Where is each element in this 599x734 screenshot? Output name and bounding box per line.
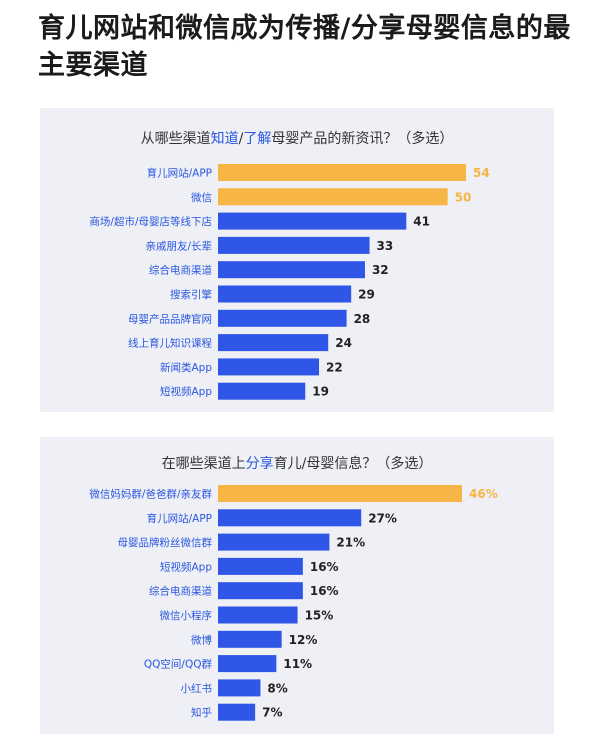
category-label: 微信 bbox=[191, 191, 212, 204]
bar bbox=[218, 358, 320, 376]
category-label: QQ空间/QQ群 bbox=[144, 658, 213, 671]
title-part-highlight: 分享 bbox=[245, 456, 274, 472]
bar bbox=[218, 606, 298, 624]
bar bbox=[218, 212, 407, 230]
value-label: 33 bbox=[377, 239, 394, 253]
value-label: 54 bbox=[473, 166, 490, 180]
bar bbox=[218, 285, 352, 303]
title-part: 在哪些渠道上 bbox=[161, 456, 246, 472]
value-label: 16% bbox=[310, 560, 339, 574]
category-label: 商场/超市/母婴店等线下店 bbox=[89, 215, 212, 228]
category-label: 微信妈妈群/爸爸群/亲友群 bbox=[89, 488, 212, 501]
bar bbox=[218, 533, 330, 551]
category-label: 育儿网站/APP bbox=[147, 512, 212, 525]
bar bbox=[218, 188, 448, 206]
value-label: 16% bbox=[310, 584, 339, 598]
value-label: 12% bbox=[289, 633, 318, 647]
title-part-highlight: 知道 bbox=[210, 131, 239, 147]
category-label: 综合电商渠道 bbox=[149, 264, 212, 277]
chart-panel-share-channels: 在哪些渠道上分享育儿/母婴信息？（多选） 微信妈妈群/爸爸群/亲友群 46% 育儿网… bbox=[40, 437, 554, 734]
bar bbox=[218, 557, 303, 575]
headline: 育儿网站和微信成为传播/分享母婴信息的最主要渠道 bbox=[38, 13, 571, 81]
value-label: 19 bbox=[312, 385, 329, 399]
category-label: 搜索引擎 bbox=[170, 288, 212, 301]
bar bbox=[218, 261, 365, 279]
category-label: 母婴产品品牌官网 bbox=[128, 312, 212, 325]
bar-chart-share-channels: 微信妈妈群/爸爸群/亲友群 46% 育儿网站/APP 27% 母婴品牌粉丝微信群 21% 短… bbox=[89, 485, 498, 721]
category-label: 小红书 bbox=[181, 682, 213, 695]
title-part-highlight: 了解 bbox=[243, 131, 272, 147]
title-part: 从哪些渠道 bbox=[140, 131, 211, 147]
value-label: 41 bbox=[413, 215, 430, 229]
bar-chart-info-sources: 育儿网站/APP 54 微信 50 商场/超市/母婴店等线下店 41 亲戚朋友/长辈 33 综合… bbox=[89, 164, 490, 400]
value-label: 15% bbox=[305, 609, 334, 623]
category-label: 线上育儿知识课程 bbox=[128, 337, 212, 350]
bar bbox=[218, 164, 466, 181]
category-label: 新闻类App bbox=[160, 361, 212, 374]
category-label: 微博 bbox=[191, 633, 212, 646]
bar bbox=[218, 309, 347, 327]
value-label: 32 bbox=[372, 263, 389, 277]
title-part: 育儿/母婴信息？（多选） bbox=[273, 456, 433, 472]
value-label: 8% bbox=[267, 681, 287, 695]
bar bbox=[218, 703, 256, 721]
category-label: 育儿网站/APP bbox=[147, 167, 212, 180]
category-label: 微信小程序 bbox=[160, 609, 213, 622]
category-label: 综合电商渠道 bbox=[149, 585, 212, 598]
category-label: 短视频App bbox=[160, 385, 212, 398]
title-part: / bbox=[238, 131, 244, 147]
category-label: 亲戚朋友/长辈 bbox=[145, 239, 212, 252]
bar bbox=[218, 485, 462, 502]
value-label: 22 bbox=[326, 360, 343, 374]
chart-panel-info-sources: 从哪些渠道知道/了解母婴产品的新资讯？（多选） 育儿网站/APP 54 微信 50 商场… bbox=[40, 108, 554, 412]
value-label: 11% bbox=[283, 657, 312, 671]
bar bbox=[218, 236, 370, 254]
chart-title-info-sources: 从哪些渠道知道/了解母婴产品的新资讯？（多选） bbox=[40, 128, 554, 148]
category-label: 知乎 bbox=[191, 706, 212, 719]
value-label: 28 bbox=[354, 312, 371, 326]
value-label: 50 bbox=[455, 190, 472, 204]
bar bbox=[218, 509, 362, 527]
value-label: 21% bbox=[336, 536, 365, 550]
value-label: 7% bbox=[262, 706, 282, 720]
value-label: 27% bbox=[368, 511, 397, 525]
category-label: 母婴品牌粉丝微信群 bbox=[118, 536, 213, 549]
bar bbox=[218, 582, 303, 600]
bar bbox=[218, 630, 282, 648]
bar bbox=[218, 382, 306, 400]
chart-title-share-channels: 在哪些渠道上分享育儿/母婴信息？（多选） bbox=[40, 453, 554, 473]
value-label: 46% bbox=[469, 487, 498, 501]
category-label: 短视频App bbox=[160, 560, 212, 573]
value-label: 24 bbox=[335, 336, 352, 350]
bar bbox=[218, 655, 277, 673]
title-part: 母婴产品的新资讯？（多选） bbox=[271, 131, 454, 147]
bar bbox=[218, 334, 329, 352]
value-label: 29 bbox=[358, 288, 375, 302]
bar bbox=[218, 679, 261, 697]
